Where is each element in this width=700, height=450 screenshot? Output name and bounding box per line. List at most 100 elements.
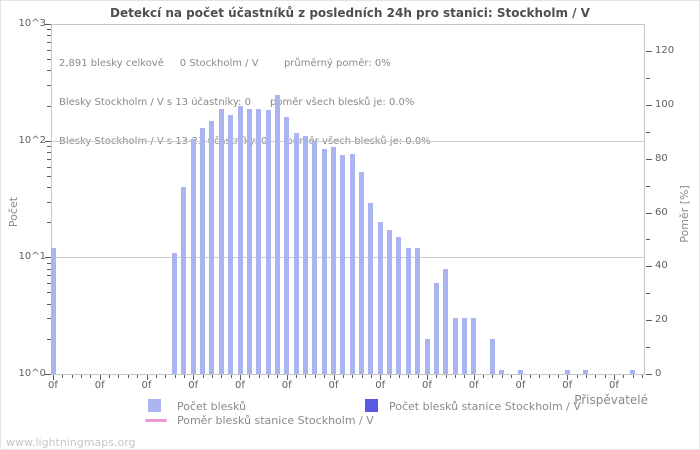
y-minor-tick-right: [646, 185, 650, 187]
x-minor-tick: [529, 375, 531, 378]
bar-pocet-blesku: [340, 155, 346, 374]
bar-pocet-blesku: [302, 136, 308, 374]
y-minor-tick-left: [47, 303, 51, 305]
x-major-tick: [567, 375, 569, 380]
x-minor-tick: [165, 375, 167, 378]
x-minor-tick: [127, 375, 129, 378]
plot-area: [51, 24, 645, 375]
y-minor-tick-left: [47, 187, 51, 189]
x-major-tick: [240, 375, 241, 380]
y-tick-label-right: 0: [655, 368, 662, 379]
x-major-tick: [427, 375, 428, 380]
x-minor-tick: [268, 375, 270, 378]
bar-pocet-blesku: [50, 248, 56, 374]
y-minor-tick-left: [47, 222, 51, 224]
y-tick-label-left: 10^3: [18, 17, 46, 29]
y-minor-tick-left: [47, 49, 51, 51]
x-minor-tick: [408, 375, 410, 378]
y-minor-tick-left: [47, 292, 51, 294]
bar-pocet-blesku: [218, 109, 224, 374]
x-minor-tick: [249, 375, 251, 378]
x-minor-tick: [464, 375, 466, 378]
y-axis-title-right: Poměr [%]: [678, 185, 691, 243]
y-minor-tick-left: [47, 70, 51, 72]
y-tick-label-right: 20: [655, 314, 668, 326]
stats-annotation: 2,891 blesky celkově 0 Stockholm / V prů…: [59, 31, 431, 174]
bar-pocet-blesku: [377, 222, 383, 374]
x-tick-label: 0f: [235, 380, 245, 391]
x-minor-tick: [632, 375, 634, 378]
y-minor-tick-left: [47, 35, 51, 37]
x-major-tick: [53, 375, 54, 380]
legend-swatch-station-bars: [365, 399, 378, 412]
x-minor-tick: [296, 375, 298, 378]
x-axis-title: Přispěvatelé: [574, 393, 648, 407]
x-minor-tick: [314, 375, 316, 378]
y-minor-tick-right: [646, 77, 650, 79]
x-minor-tick: [398, 375, 400, 378]
x-minor-tick: [436, 375, 438, 378]
y-minor-tick-left: [47, 158, 51, 160]
bar-pocet-blesku: [209, 121, 215, 374]
y-minor-tick-left: [47, 262, 51, 264]
x-minor-tick: [352, 375, 354, 378]
y-minor-tick-left: [47, 59, 51, 61]
y-minor-tick-left: [47, 318, 51, 320]
x-minor-tick: [183, 375, 185, 378]
x-minor-tick: [81, 375, 83, 378]
x-minor-tick: [202, 375, 204, 378]
bar-pocet-blesku: [518, 370, 523, 374]
x-tick-label: 0f: [328, 380, 339, 391]
y-gridline: [52, 257, 644, 259]
x-minor-tick: [539, 375, 541, 378]
bar-pocet-blesku: [181, 187, 187, 374]
y-major-tick-right: [646, 266, 652, 268]
y-major-tick-right: [646, 51, 652, 52]
y-tick-label-right: 60: [655, 206, 668, 218]
x-minor-tick: [305, 375, 307, 378]
legend-label-ratio: Poměr blesků stanice Stockholm / V: [177, 414, 374, 427]
bar-pocet-blesku: [396, 237, 402, 374]
bar-pocet-blesku: [200, 128, 206, 374]
bar-pocet-blesku: [443, 269, 449, 374]
x-minor-tick: [230, 375, 232, 378]
x-minor-tick: [90, 375, 92, 378]
x-minor-tick: [455, 375, 457, 378]
bar-pocet-blesku: [349, 154, 355, 374]
y-minor-tick-left: [47, 275, 51, 277]
y-major-tick-right: [646, 104, 652, 106]
bar-pocet-blesku: [368, 203, 374, 374]
x-minor-tick: [585, 375, 587, 378]
x-tick-label: 0f: [515, 380, 526, 391]
y-tick-label-right: 80: [655, 152, 668, 164]
y-major-tick-right: [646, 212, 652, 214]
bar-pocet-blesku: [228, 115, 234, 374]
y-minor-tick-left: [47, 105, 51, 107]
x-tick-label: 0f: [375, 380, 386, 391]
y-axis-title-left: Počet: [7, 196, 20, 228]
x-minor-tick: [501, 375, 503, 378]
bar-pocet-blesku: [415, 248, 421, 374]
x-major-tick: [146, 375, 148, 380]
x-major-tick: [99, 375, 101, 380]
x-tick-label: 0f: [94, 380, 105, 391]
legend-label-total-bars: Počet blesků: [177, 400, 247, 413]
x-minor-tick: [361, 375, 363, 378]
y-minor-tick-left: [47, 201, 51, 203]
y-gridline: [52, 140, 644, 142]
legend-label-station-bars: Počet blesků stanice Stockholm / V: [389, 400, 581, 413]
y-major-tick-right: [646, 158, 652, 160]
y-minor-tick-left: [47, 338, 51, 340]
bar-pocet-blesku: [424, 339, 430, 374]
y-major-tick-right: [646, 320, 652, 322]
x-minor-tick: [417, 375, 419, 378]
watermark: www.lightningmaps.org: [6, 436, 136, 449]
x-minor-tick: [604, 375, 606, 378]
bar-pocet-blesku: [265, 110, 271, 374]
y-minor-tick-left: [47, 268, 51, 270]
y-tick-label-left: 10^0: [18, 368, 46, 379]
y-tick-label-left: 10^2: [18, 134, 46, 146]
bar-pocet-blesku: [471, 318, 477, 374]
x-major-tick: [614, 375, 615, 380]
